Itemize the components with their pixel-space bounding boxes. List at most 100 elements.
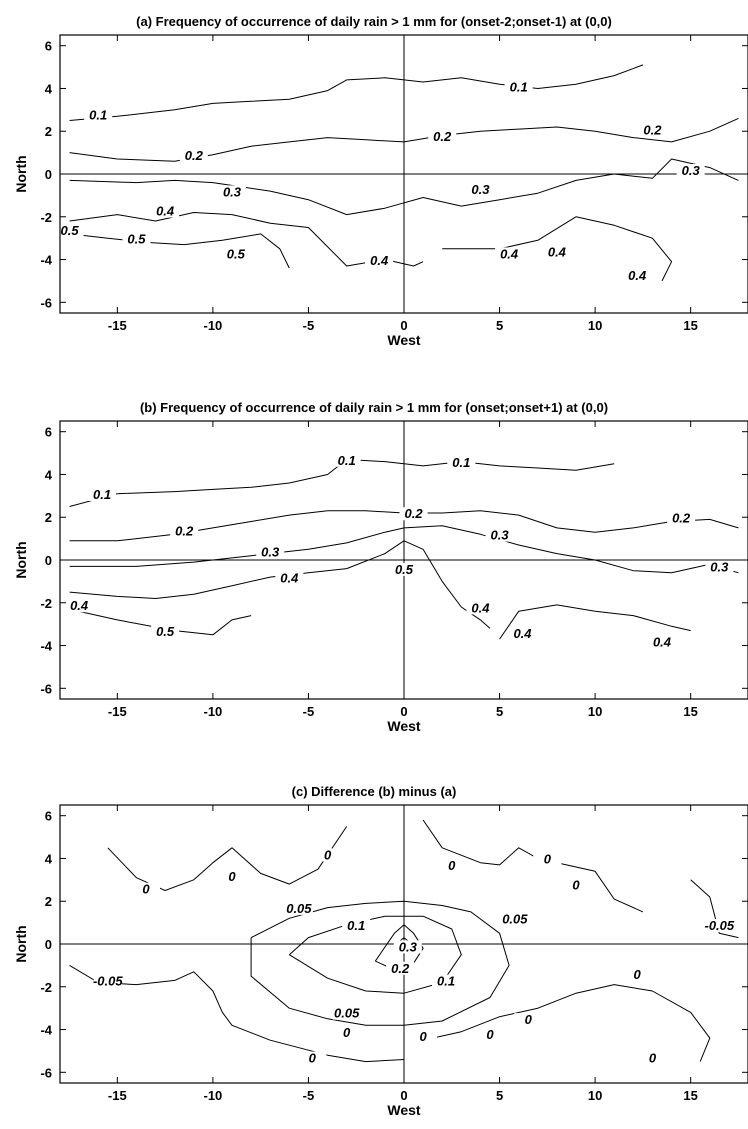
contour-label-bg [298, 1051, 327, 1065]
x-tick-label: 0 [400, 704, 407, 719]
contour-label: 0.3 [682, 163, 701, 178]
contour-label: 0.2 [405, 506, 424, 521]
contour-label-bg [500, 912, 529, 926]
y-tick-label: 2 [45, 124, 52, 139]
contour-label-bg [676, 164, 705, 177]
contour-line-0.5 [69, 233, 290, 269]
y-axis-label: North [13, 925, 29, 962]
y-tick-label: -4 [40, 1023, 52, 1038]
contour-label: 0 [649, 1051, 657, 1066]
contour-label: 0 [525, 1012, 533, 1027]
contour-label: 0.5 [61, 223, 80, 238]
contour-label: 0.4 [156, 204, 175, 219]
contour-label: 0.4 [548, 244, 567, 259]
x-axis-label: West [387, 1102, 421, 1118]
contour-label: 0 [142, 882, 150, 897]
contour-line-0 [422, 984, 711, 1062]
x-tick-label: 15 [683, 318, 697, 333]
contour-label: 0.4 [500, 246, 519, 261]
contour-line-0.4 [69, 540, 491, 629]
contour-label: 0.4 [70, 598, 89, 613]
contour-label: 0.2 [672, 511, 691, 526]
contour-label: 0.2 [175, 523, 194, 538]
x-tick-label: 0 [400, 1088, 407, 1103]
x-tick-label: -5 [303, 1088, 315, 1103]
chart-title: (b) Frequency of occurrence of daily rai… [140, 400, 608, 415]
contour-label-bg [132, 882, 160, 896]
contour-label-bg [428, 129, 457, 143]
contour-label: 0 [343, 1025, 351, 1040]
x-tick-label: 5 [496, 704, 503, 719]
x-tick-label: 10 [588, 1088, 602, 1103]
contour-label-bg [60, 223, 84, 237]
contour-label-bg [399, 507, 428, 521]
contour-label-bg [122, 232, 151, 246]
contour-line-0.5 [69, 608, 252, 636]
contour-label-bg [667, 511, 696, 525]
contour-label-bg [84, 108, 113, 122]
contour-label: 0 [448, 858, 456, 873]
contour-group: 0.05 0.05 0.05 0.1 0.1 0.2 0.3 0 0 0 0 0 0 -0.05 0 0 0 0 0… [69, 819, 739, 1066]
contour-label-bg [332, 453, 361, 467]
contour-label-bg [332, 1025, 361, 1039]
contour-label-bg [533, 852, 562, 866]
contour-label-bg [447, 455, 476, 469]
contour-label-bg [179, 149, 208, 163]
y-tick-label: -6 [40, 1065, 52, 1080]
contour-label-bg [514, 1013, 543, 1027]
contour-label-bg [466, 183, 495, 197]
contour-label: 0 [309, 1051, 317, 1066]
contour-line--0.05 [69, 964, 405, 1063]
contour-label-bg [623, 968, 652, 982]
contour-label: -0.05 [705, 918, 735, 933]
contour-label-bg [151, 204, 180, 218]
contour-label-bg [218, 185, 246, 199]
y-tick-label: 4 [45, 467, 53, 482]
contour-label-bg [508, 626, 537, 640]
contour-group: 0.10.1 0.10.20.2 0.20.30.30.30.40.40.40.40… [65, 453, 739, 650]
contour-label-bg [390, 562, 418, 576]
x-tick-label: 5 [496, 318, 503, 333]
contour-label: 0.3 [710, 560, 729, 575]
contour-label: 0 [634, 967, 642, 982]
contour-label: 0.1 [452, 455, 470, 470]
y-tick-label: 0 [45, 937, 52, 952]
contour-label-bg [638, 1051, 667, 1065]
x-axis-label: West [387, 718, 421, 734]
contour-line-0 [422, 819, 644, 913]
contour-line--0.05 [690, 879, 739, 939]
contour-label-bg [151, 624, 180, 638]
contour-line-0.1 [288, 915, 462, 994]
contour-label-bg [332, 1006, 361, 1020]
contour-label: 0 [486, 1027, 494, 1042]
x-tick-label: -15 [108, 318, 127, 333]
contour-label-bg [275, 571, 304, 585]
contour-label-bg [284, 901, 313, 915]
x-tick-label: -10 [203, 1088, 222, 1103]
contour-line-0.4 [442, 216, 673, 282]
contour-label: 0.05 [334, 1006, 360, 1021]
contour-label-bg [466, 601, 495, 615]
y-tick-label: 0 [45, 167, 52, 182]
contour-label-bg [65, 599, 94, 613]
contour-label-bg [409, 1030, 438, 1044]
contour-label: 0.5 [395, 562, 414, 577]
y-tick-label: 2 [45, 894, 52, 909]
contour-line-0.4 [69, 212, 424, 267]
contour-group: 0.1 0.1 0.2 0.2 0.2 0.3 0.3 0.3 0.4 0.4 0.4 0.4 0.4 0… [60, 64, 739, 283]
contour-label: 0.4 [653, 635, 672, 650]
chart-title: (c) Difference (b) minus (a) [292, 784, 457, 799]
x-tick-label: 10 [588, 318, 602, 333]
contour-label: 0.5 [156, 624, 175, 639]
contour-line-0.3 [69, 525, 739, 574]
contour-label-bg [562, 878, 590, 892]
x-tick-label: -15 [108, 704, 127, 719]
contour-label-bg [393, 940, 422, 954]
contour-label: 0 [228, 869, 236, 884]
y-tick-label: -2 [40, 980, 52, 995]
x-axis-label: West [387, 332, 421, 348]
contour-label: 0.4 [513, 626, 532, 641]
contour-label: 0.3 [471, 182, 490, 197]
contour-label-bg [542, 245, 571, 259]
